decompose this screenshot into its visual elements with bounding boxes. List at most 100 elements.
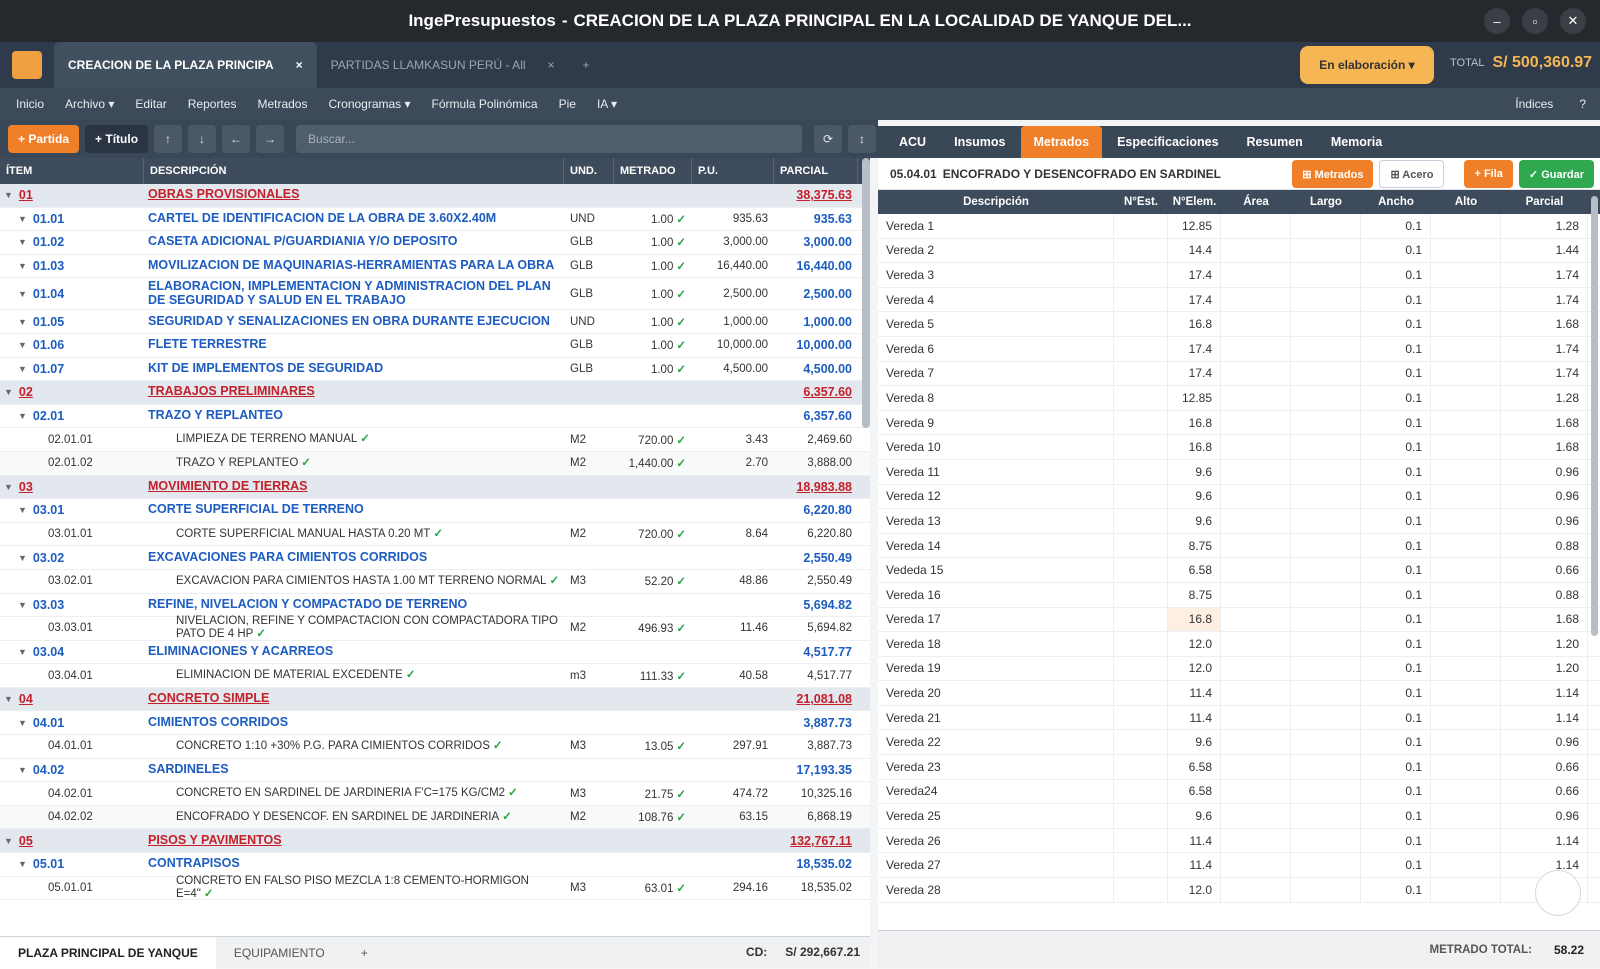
table-row[interactable]: ▼ 03 MOVIMIENTO DE TIERRAS 18,983.88: [0, 475, 870, 500]
detail-tab[interactable]: ACU: [899, 135, 927, 149]
nelem-cell[interactable]: 12.85: [1168, 214, 1221, 238]
table-row[interactable]: ▼ 01.04 ELABORACION, IMPLEMENTACION Y ADMI…: [0, 278, 870, 311]
ancho-cell[interactable]: 0.1: [1361, 361, 1431, 386]
toggle[interactable]: ▼: [4, 387, 13, 398]
toggle[interactable]: ▼: [18, 552, 27, 563]
parcial-cell[interactable]: 0.96: [1501, 459, 1588, 484]
nelem-cell[interactable]: 11.4: [1168, 705, 1221, 730]
nelem-cell[interactable]: 6.58: [1168, 779, 1221, 804]
sheet-tab[interactable]: EQUIPAMIENTO: [233, 945, 325, 960]
table-row[interactable]: Vereda 19 12.0 0.1 1.20: [878, 656, 1600, 682]
table-row[interactable]: ▼ 01.02 CASETA ADICIONAL P/GUARDIANIA Y/O …: [0, 231, 870, 255]
ancho-cell[interactable]: 0.1: [1361, 878, 1431, 902]
table-row[interactable]: ▼ 03.03 REFINE, NIVELACION Y COMPACTADO DE…: [0, 594, 870, 618]
table-row[interactable]: Vereda 10 16.8 0.1 1.68: [878, 435, 1600, 460]
desc-cell[interactable]: Vereda 19: [878, 656, 1114, 681]
table-row[interactable]: Vereda 9 16.8 0.1 1.68: [878, 410, 1600, 436]
detail-tab[interactable]: Especificaciones: [1117, 135, 1219, 149]
menu-item[interactable]: Archivo ▾: [65, 97, 115, 111]
table-row[interactable]: 02.01.01 LIMPIEZA DE TERRENO MANUAL ✓ M2 720…: [0, 428, 870, 452]
table-row[interactable]: Vereda 25 9.6 0.1 0.96: [878, 804, 1600, 829]
ancho-cell[interactable]: 0.1: [1361, 656, 1431, 681]
desc-cell[interactable]: Vereda 8: [878, 386, 1114, 410]
scrollbar[interactable]: [862, 158, 870, 428]
ancho-cell[interactable]: 0.1: [1361, 828, 1431, 853]
table-row[interactable]: Vereda 2 14.4 0.1 1.44: [878, 238, 1600, 264]
table-row[interactable]: Vereda 6 17.4 0.1 1.74: [878, 336, 1600, 362]
parcial-cell[interactable]: 0.96: [1501, 730, 1588, 755]
ancho-cell[interactable]: 0.1: [1361, 238, 1431, 263]
toggle[interactable]: ▼: [4, 190, 13, 201]
table-row[interactable]: Vereda 3 17.4 0.1 1.74: [878, 263, 1600, 288]
toggle[interactable]: ▼: [18, 646, 27, 657]
toggle[interactable]: ▼: [18, 764, 27, 775]
desc-cell[interactable]: Vereda 10: [878, 435, 1114, 459]
menu-item[interactable]: ?: [1579, 97, 1586, 111]
table-row[interactable]: ▼ 02 TRABAJOS PRELIMINARES 6,357.60: [0, 381, 870, 405]
toggle[interactable]: ▼: [18, 316, 27, 327]
action-button[interactable]: ✓ Guardar: [1518, 160, 1594, 188]
table-row[interactable]: Vereda 8 12.85 0.1 1.28: [878, 386, 1600, 411]
toggle[interactable]: ▼: [18, 505, 27, 516]
parcial-cell[interactable]: 1.44: [1501, 238, 1588, 263]
nelem-cell[interactable]: 17.4: [1168, 336, 1221, 361]
table-row[interactable]: ▼ 03.01 CORTE SUPERFICIAL DE TERRENO 6,220.…: [0, 499, 870, 523]
outdent[interactable]: ←: [222, 125, 251, 153]
parcial-cell[interactable]: 1.14: [1501, 853, 1588, 878]
nelem-cell[interactable]: 11.4: [1168, 853, 1221, 878]
parcial-cell[interactable]: 1.68: [1501, 410, 1588, 435]
ancho-cell[interactable]: 0.1: [1361, 853, 1431, 878]
menu-item[interactable]: Editar: [135, 97, 167, 111]
nelem-cell[interactable]: 11.4: [1168, 681, 1221, 705]
table-row[interactable]: 02.01.02 TRAZO Y REPLANTEO ✓ M2 1,440.00 ✓ 2.7…: [0, 451, 870, 476]
tab-close[interactable]: ×: [295, 58, 303, 72]
toggle[interactable]: ▼: [18, 340, 27, 351]
nelem-cell[interactable]: 17.4: [1168, 361, 1221, 386]
nelem-cell[interactable]: 11.4: [1168, 828, 1221, 853]
nelem-cell[interactable]: 12.0: [1168, 656, 1221, 681]
parcial-cell[interactable]: 1.74: [1501, 361, 1588, 386]
table-row[interactable]: ▼ 02.01 TRAZO Y REPLANTEO 6,357.60: [0, 405, 870, 429]
table-row[interactable]: Vereda 14 8.75 0.1 0.88: [878, 533, 1600, 559]
menu-item[interactable]: Metrados: [257, 97, 308, 111]
toggle[interactable]: ▼: [4, 481, 13, 492]
close[interactable]: ✕: [1560, 8, 1586, 34]
ancho-cell[interactable]: 0.1: [1361, 459, 1431, 484]
ancho-cell[interactable]: 0.1: [1361, 336, 1431, 361]
menu-item[interactable]: Inicio: [16, 97, 45, 111]
table-row[interactable]: Vereda 16 8.75 0.1 0.88: [878, 582, 1600, 608]
desc-cell[interactable]: Vereda 3: [878, 263, 1114, 287]
ancho-cell[interactable]: 0.1: [1361, 214, 1431, 238]
file-tab[interactable]: PARTIDAS LLAMKASUN PERÚ - All ×: [317, 42, 569, 88]
nelem-cell[interactable]: 16.8: [1168, 435, 1221, 459]
parcial-cell[interactable]: 0.88: [1501, 582, 1588, 607]
ancho-cell[interactable]: 0.1: [1361, 435, 1431, 459]
table-row[interactable]: Vereda 1 12.85 0.1 1.28: [878, 214, 1600, 239]
parcial-cell[interactable]: 1.14: [1501, 705, 1588, 730]
nelem-cell[interactable]: 8.75: [1168, 533, 1221, 558]
nelem-cell[interactable]: 12.0: [1168, 878, 1221, 902]
table-row[interactable]: 03.03.01 NIVELACION, REFINE Y COMPACTACIO…: [0, 615, 870, 641]
table-row[interactable]: Vereda 12 9.6 0.1 0.96: [878, 484, 1600, 510]
table-row[interactable]: ▼ 03.02 EXCAVACIONES PARA CIMIENTOS CORRID…: [0, 546, 870, 570]
toggle[interactable]: ▼: [18, 599, 27, 610]
search-input[interactable]: Buscar...: [296, 125, 803, 153]
table-row[interactable]: Vereda 11 9.6 0.1 0.96: [878, 459, 1600, 485]
toggle[interactable]: ▼: [18, 859, 27, 870]
table-row[interactable]: ▼ 01.07 KIT DE IMPLEMENTOS DE SEGURIDAD GLB…: [0, 358, 870, 382]
ancho-cell[interactable]: 0.1: [1361, 558, 1431, 582]
desc-cell[interactable]: Vereda 14: [878, 533, 1114, 558]
nelem-cell[interactable]: 9.6: [1168, 509, 1221, 533]
table-row[interactable]: 03.01.01 CORTE SUPERFICIAL MANUAL HASTA 0…: [0, 523, 870, 547]
parcial-cell[interactable]: 1.28: [1501, 386, 1588, 410]
toggle[interactable]: ▼: [18, 237, 27, 248]
desc-cell[interactable]: Vereda 16: [878, 582, 1114, 607]
desc-cell[interactable]: Vereda 23: [878, 755, 1114, 779]
parcial-cell[interactable]: 1.20: [1501, 656, 1588, 681]
nelem-cell[interactable]: 9.6: [1168, 484, 1221, 509]
table-row[interactable]: Vereda 23 6.58 0.1 0.66: [878, 755, 1600, 780]
parcial-cell[interactable]: 1.74: [1501, 336, 1588, 361]
expand[interactable]: ↕: [848, 125, 877, 153]
parcial-cell[interactable]: 0.96: [1501, 804, 1588, 828]
